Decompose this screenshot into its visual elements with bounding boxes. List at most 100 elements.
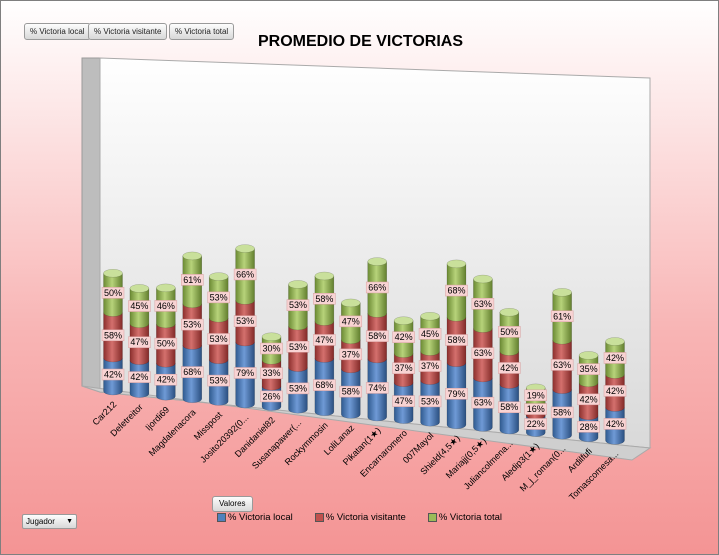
data-label-text: 50% <box>500 327 518 337</box>
data-label-text: 58% <box>315 294 333 304</box>
data-label-text: 53% <box>289 342 307 352</box>
data-label-text: 42% <box>500 363 518 373</box>
data-label: 79% <box>233 367 257 379</box>
legend-swatch-local <box>216 513 226 522</box>
data-label: 63% <box>550 359 574 371</box>
data-label-text: 47% <box>342 316 360 326</box>
bar-top-cap <box>578 351 599 360</box>
data-label-text: 53% <box>289 383 307 393</box>
legend-swatch-total <box>427 513 437 522</box>
data-label-text: 68% <box>447 286 465 296</box>
data-label: 37% <box>339 348 363 361</box>
data-label-text: 42% <box>130 372 148 382</box>
data-label-text: 42% <box>395 332 413 342</box>
data-label-text: 63% <box>553 360 571 370</box>
data-label: 50% <box>154 337 178 350</box>
data-label-text: 58% <box>447 335 465 345</box>
legend-label-total: % Victoria total <box>438 512 503 523</box>
data-label-text: 30% <box>263 344 281 354</box>
data-label: 42% <box>603 385 627 397</box>
data-label: 26% <box>260 390 283 403</box>
data-label-text: 42% <box>157 375 175 385</box>
data-label-text: 53% <box>289 300 307 310</box>
data-label-text: 53% <box>236 316 254 326</box>
data-label-text: 46% <box>157 301 175 311</box>
data-label: 58% <box>550 406 574 419</box>
legend: % Victoria local % Victoria visitante % … <box>0 512 719 523</box>
bar-top-cap <box>261 332 282 341</box>
bar-top-cap <box>473 274 493 284</box>
data-label-text: 58% <box>368 331 386 341</box>
field-button-total[interactable]: % Victoria total <box>169 23 235 40</box>
data-label: 61% <box>550 310 574 323</box>
data-label-text: 22% <box>527 419 545 429</box>
data-label: 30% <box>260 342 283 355</box>
data-label: 37% <box>392 362 415 374</box>
bar-top-cap <box>393 316 414 325</box>
chevron-down-icon: ▼ <box>66 518 73 525</box>
data-label-text: 42% <box>580 394 598 404</box>
data-label-text: 79% <box>236 368 254 378</box>
category-label: Ijordi69 <box>143 405 171 433</box>
data-label: 42% <box>498 362 521 374</box>
data-label: 63% <box>471 396 495 409</box>
values-field-button[interactable]: Valores <box>212 496 253 512</box>
data-label-text: 50% <box>157 339 175 349</box>
data-label-text: 37% <box>395 363 413 373</box>
data-label-text: 42% <box>606 386 624 396</box>
data-label-text: 33% <box>263 368 281 378</box>
data-label: 45% <box>418 328 442 340</box>
legend-item-total: % Victoria total <box>427 512 503 523</box>
data-label: 47% <box>339 315 363 328</box>
plot-labels: 42% 58% 50% 42% 47% 45% 42% 50% 46% 68% 53% 61% 53% 5… <box>101 268 627 433</box>
data-label: 63% <box>471 347 495 359</box>
chart-title: PROMEDIO DE VICTORIAS <box>257 33 464 50</box>
axis-field-label: Jugador <box>26 517 55 526</box>
field-button-visitante[interactable]: % Victoria visitante <box>88 23 168 40</box>
bar-top-cap <box>103 269 123 278</box>
bar-top-cap <box>552 288 572 297</box>
data-label-text: 42% <box>606 353 624 363</box>
data-label-text: 16% <box>527 404 545 414</box>
data-label: 42% <box>577 393 600 406</box>
data-label: 46% <box>154 300 178 312</box>
legend-label-visitante: % Victoria visitante <box>325 512 406 523</box>
legend-swatch-visitante <box>314 513 324 522</box>
data-label-text: 74% <box>368 383 386 393</box>
data-label: 53% <box>286 299 310 311</box>
legend-label-local: % Victoria local <box>227 512 293 523</box>
data-label: 35% <box>577 363 600 375</box>
data-label: 47% <box>392 395 415 407</box>
data-label-text: 66% <box>368 282 386 292</box>
data-label-text: 37% <box>421 361 439 371</box>
data-label-text: 28% <box>580 422 598 432</box>
data-label-text: 58% <box>553 407 571 417</box>
data-label: 66% <box>365 281 389 294</box>
data-label: 22% <box>524 418 547 430</box>
data-label: 53% <box>418 395 442 408</box>
bar-top-cap <box>235 244 255 253</box>
data-label-text: 53% <box>210 334 228 344</box>
data-label: 53% <box>181 318 204 331</box>
bar-top-cap <box>446 259 467 269</box>
bar-top-cap <box>182 251 203 261</box>
category-label: Car212 <box>90 399 118 427</box>
data-label: 68% <box>445 284 468 297</box>
data-label: 61% <box>181 274 204 286</box>
data-label: 42% <box>154 373 178 386</box>
data-label: 58% <box>101 329 125 342</box>
data-label-text: 61% <box>553 311 571 321</box>
data-label-text: 50% <box>104 288 122 298</box>
axis-field-dropdown[interactable]: Jugador ▼ <box>22 514 77 529</box>
data-label-text: 47% <box>315 335 333 345</box>
data-label: 47% <box>128 336 151 348</box>
data-label: 66% <box>233 268 257 281</box>
data-label: 45% <box>128 300 151 312</box>
data-label-text: 61% <box>183 275 201 285</box>
data-label-text: 68% <box>315 380 333 390</box>
data-label: 58% <box>339 385 363 398</box>
data-label: 50% <box>101 287 125 299</box>
data-label: 58% <box>313 293 336 305</box>
data-label: 42% <box>392 331 415 343</box>
